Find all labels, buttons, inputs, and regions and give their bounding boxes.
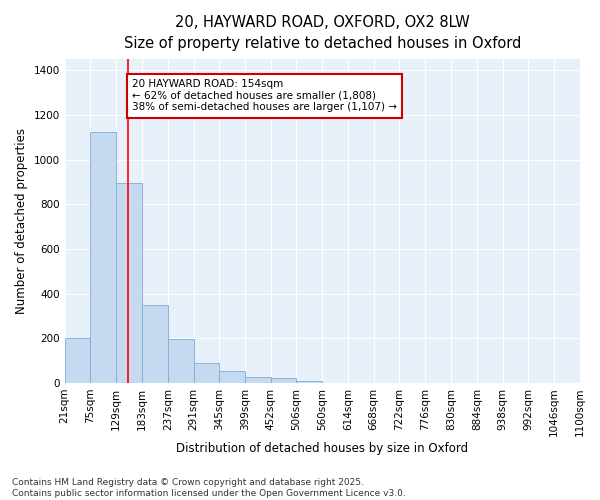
Title: 20, HAYWARD ROAD, OXFORD, OX2 8LW
Size of property relative to detached houses i: 20, HAYWARD ROAD, OXFORD, OX2 8LW Size o…: [124, 15, 521, 51]
Bar: [245, 378, 271, 383]
Text: Contains HM Land Registry data © Crown copyright and database right 2025.
Contai: Contains HM Land Registry data © Crown c…: [12, 478, 406, 498]
Bar: [194, 363, 220, 383]
Bar: [116, 183, 142, 383]
Bar: [142, 305, 168, 383]
Bar: [220, 370, 245, 383]
Bar: [271, 378, 296, 383]
X-axis label: Distribution of detached houses by size in Oxford: Distribution of detached houses by size …: [176, 442, 469, 455]
Bar: [168, 340, 194, 383]
Text: 20 HAYWARD ROAD: 154sqm
← 62% of detached houses are smaller (1,808)
38% of semi: 20 HAYWARD ROAD: 154sqm ← 62% of detache…: [132, 79, 397, 112]
Bar: [65, 338, 91, 383]
Y-axis label: Number of detached properties: Number of detached properties: [15, 128, 28, 314]
Bar: [296, 380, 322, 383]
Bar: [91, 132, 116, 383]
